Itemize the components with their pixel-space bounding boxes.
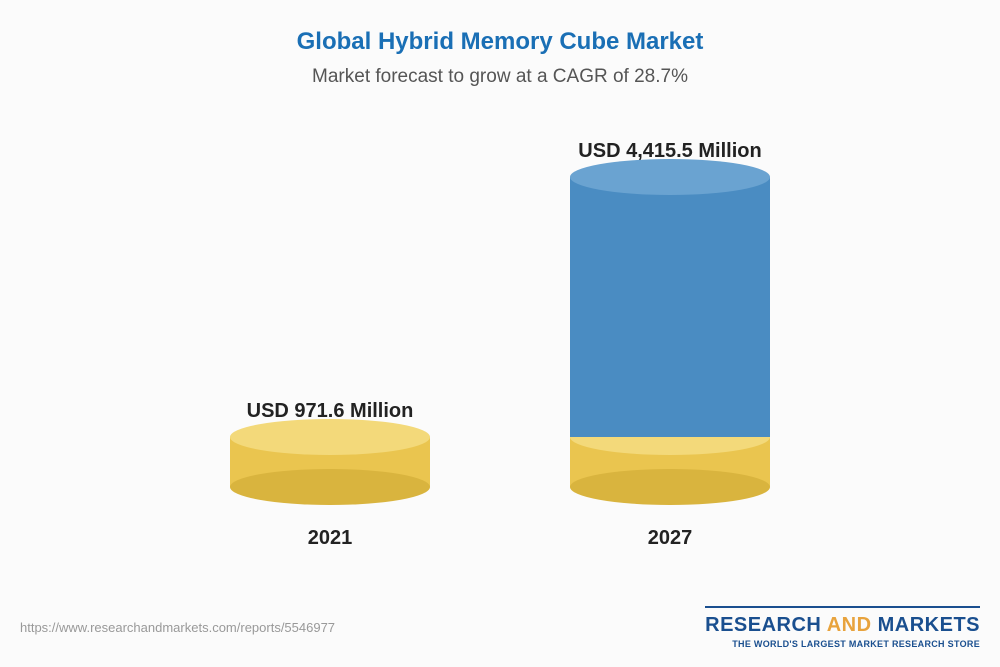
brand-word-and: AND [827,614,872,636]
cylinder [570,177,770,487]
chart-column-2021: USD 971.6 Million2021 [220,400,440,550]
brand-name: RESEARCH AND MARKETS [705,614,980,637]
cylinder-top-ellipse [230,419,430,455]
chart-area: USD 971.6 Million2021 USD 4,415.5 Million… [0,130,1000,550]
cylinder-bottom-ellipse [570,469,770,505]
chart-column-2027: USD 4,415.5 Million2027 [560,140,780,550]
brand-word-markets: MARKETS [878,614,980,636]
brand-block: RESEARCH AND MARKETS THE WORLD'S LARGEST… [705,606,980,649]
brand-word-research: RESEARCH [705,614,821,636]
chart-title: Global Hybrid Memory Cube Market [0,0,1000,56]
cylinder-stack [570,177,770,487]
cylinder [230,437,430,487]
cylinder-bottom-ellipse [230,469,430,505]
cylinder-segment [230,437,430,487]
year-label: 2021 [308,527,353,550]
year-label: 2027 [648,527,693,550]
brand-tagline: THE WORLD'S LARGEST MARKET RESEARCH STOR… [705,639,980,649]
cylinder-segment [570,437,770,487]
footer: https://www.researchandmarkets.com/repor… [0,597,1000,667]
cylinder-top-ellipse [570,159,770,195]
cylinder-segment [570,177,770,437]
source-url: https://www.researchandmarkets.com/repor… [20,620,335,635]
cylinder-stack [230,437,430,487]
chart-subtitle: Market forecast to grow at a CAGR of 28.… [0,66,1000,88]
